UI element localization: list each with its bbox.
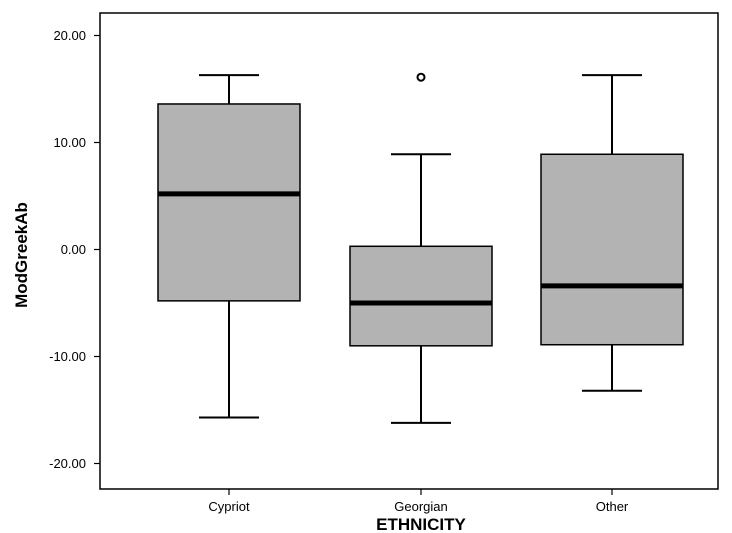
y-tick-label: 0.00: [61, 242, 86, 257]
box-cypriot: Cypriot: [158, 75, 300, 514]
y-axis-title: ModGreekAb: [12, 202, 31, 308]
x-tick-label: Georgian: [394, 499, 447, 514]
x-axis-title: ETHNICITY: [376, 515, 466, 533]
iqr-box: [350, 246, 492, 346]
y-tick-label: 10.00: [53, 135, 86, 150]
outlier-point: [418, 74, 425, 81]
box-georgian: Georgian: [350, 74, 492, 514]
y-tick-label: -10.00: [49, 349, 86, 364]
y-tick-label: 20.00: [53, 28, 86, 43]
x-tick-label: Other: [596, 499, 629, 514]
iqr-box: [158, 104, 300, 301]
x-tick-label: Cypriot: [208, 499, 250, 514]
y-tick-label: -20.00: [49, 456, 86, 471]
box-other: Other: [541, 75, 683, 514]
iqr-box: [541, 154, 683, 344]
